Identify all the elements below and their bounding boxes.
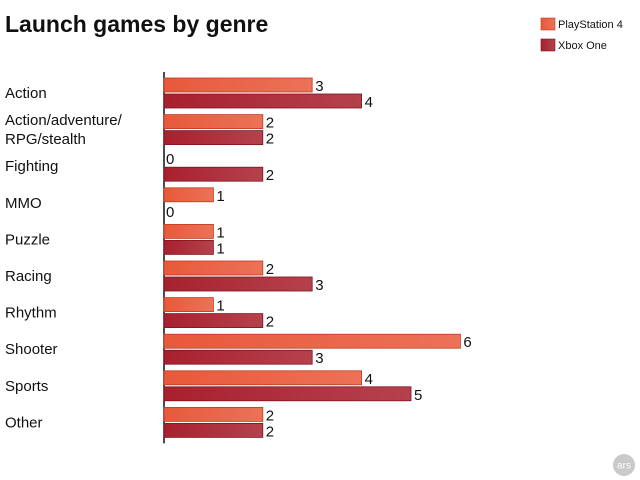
ars-technica-logo-icon: ars (613, 454, 635, 476)
category-label-puzzle: Puzzle (5, 231, 50, 248)
value-label-playstation-4-fighting: 0 (166, 151, 174, 168)
bar-playstation-4-action (163, 77, 313, 93)
bar-xbox-one-other (163, 422, 264, 438)
bar-xbox-one-rhythm (163, 313, 264, 329)
value-label-playstation-4-action-adventure-rpg-stealth: 2 (266, 115, 274, 132)
category-label-action-adventure-rpg-stealth: RPG/stealth (5, 131, 86, 148)
category-label-fighting: Fighting (5, 158, 58, 175)
bar-xbox-one-puzzle (163, 239, 214, 255)
category-label-mmo: MMO (5, 195, 42, 212)
category-label-racing: Racing (5, 268, 52, 285)
category-label-action-adventure-rpg-stealth: Action/adventure/ (5, 112, 123, 129)
bar-playstation-4-shooter (163, 333, 461, 349)
chart-title: Launch games by genre (5, 11, 268, 37)
bars (163, 77, 461, 438)
value-label-playstation-4-shooter: 6 (463, 334, 471, 351)
bar-xbox-one-fighting (163, 166, 264, 182)
value-label-xbox-one-mmo: 0 (166, 204, 174, 221)
value-label-playstation-4-other: 2 (266, 407, 274, 424)
category-label-other: Other (5, 414, 43, 431)
legend: PlayStation 4 Xbox One (540, 17, 623, 52)
category-labels: Action Action/adventure/RPG/stealth Fighti… (5, 85, 123, 431)
value-label-xbox-one-puzzle: 1 (216, 240, 224, 257)
value-label-xbox-one-fighting: 2 (266, 167, 274, 184)
value-label-playstation-4-sports: 4 (365, 371, 373, 388)
bar-xbox-one-action-adventure-rpg-stealth (163, 130, 264, 146)
logo-text: ars (617, 461, 631, 472)
bar-xbox-one-sports (163, 386, 412, 402)
legend-label-playstation-4: PlayStation 4 (558, 19, 623, 31)
legend-label-xbox-one: Xbox One (558, 40, 607, 52)
value-label-playstation-4-action: 3 (315, 78, 323, 95)
bar-playstation-4-puzzle (163, 223, 214, 239)
value-label-xbox-one-shooter: 3 (315, 350, 323, 367)
category-label-rhythm: Rhythm (5, 305, 57, 322)
value-label-playstation-4-rhythm: 1 (216, 298, 224, 315)
value-label-playstation-4-mmo: 1 (216, 188, 224, 205)
bar-xbox-one-racing (163, 276, 313, 292)
value-label-xbox-one-rhythm: 2 (266, 314, 274, 331)
bar-xbox-one-action (163, 93, 363, 109)
value-label-xbox-one-action: 4 (365, 94, 373, 111)
bar-playstation-4-other (163, 406, 264, 422)
category-label-action: Action (5, 85, 47, 102)
category-label-sports: Sports (5, 378, 48, 395)
legend-swatch-playstation-4 (540, 17, 556, 31)
value-label-playstation-4-racing: 2 (266, 261, 274, 278)
bar-playstation-4-rhythm (163, 297, 214, 313)
value-label-xbox-one-action-adventure-rpg-stealth: 2 (266, 131, 274, 148)
value-label-xbox-one-racing: 3 (315, 277, 323, 294)
legend-swatch-xbox-one (540, 38, 556, 52)
category-label-shooter: Shooter (5, 341, 58, 358)
bar-playstation-4-mmo (163, 187, 214, 203)
bar-playstation-4-racing (163, 260, 264, 276)
bar-playstation-4-sports (163, 370, 363, 386)
bar-xbox-one-shooter (163, 349, 313, 365)
value-label-playstation-4-puzzle: 1 (216, 224, 224, 241)
value-label-xbox-one-other: 2 (266, 423, 274, 440)
bar-playstation-4-action-adventure-rpg-stealth (163, 114, 264, 129)
value-label-xbox-one-sports: 5 (414, 387, 422, 404)
